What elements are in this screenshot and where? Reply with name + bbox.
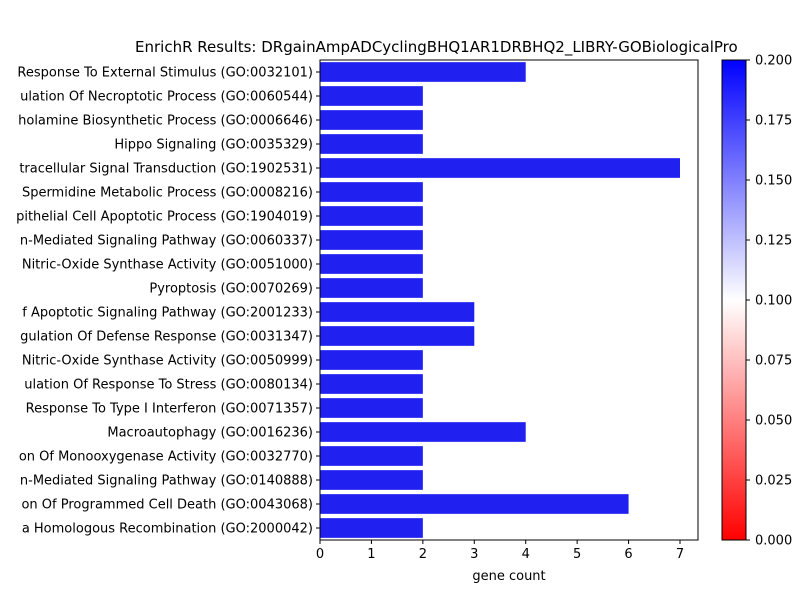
bar bbox=[320, 422, 526, 442]
x-axis-ticks-group: 0 1 2 3 4 5 6 7 bbox=[316, 540, 684, 562]
plot-frame bbox=[319, 59, 699, 541]
colorbar-ticks-group: 0.000 0.025 0.050 0.075 0.100 0.125 0.150 0.175… bbox=[746, 54, 792, 549]
colorbar-tick-label: 0.025 bbox=[755, 474, 792, 489]
chart-title: EnrichR Results: DRgainAmpADCyclingBHQ1A… bbox=[135, 38, 738, 57]
category-label: Nitric-Oxide Synthase Activity (GO:00509… bbox=[22, 354, 313, 369]
category-label: ulation Of Response To Stress (GO:008013… bbox=[24, 378, 313, 393]
colorbar-tick-label: 0.150 bbox=[755, 174, 792, 189]
bar bbox=[320, 446, 423, 466]
category-label: f Apoptotic Signaling Pathway (GO:200123… bbox=[22, 306, 313, 321]
category-label: pithelial Cell Apoptotic Process (GO:190… bbox=[16, 210, 313, 225]
x-tick-label: 5 bbox=[573, 547, 581, 562]
x-tick-label: 3 bbox=[470, 547, 478, 562]
category-label: holamine Biosynthetic Process (GO:000664… bbox=[18, 114, 313, 129]
category-label: Response To Type I Interferon (GO:007135… bbox=[26, 402, 313, 417]
bar bbox=[320, 326, 475, 346]
bar bbox=[320, 134, 423, 154]
bars-group bbox=[320, 62, 680, 538]
colorbar-tick-label: 0.100 bbox=[755, 294, 792, 309]
category-label: on Of Monooxygenase Activity (GO:0032770… bbox=[19, 450, 313, 465]
bar bbox=[320, 230, 423, 250]
bar bbox=[320, 206, 423, 226]
colorbar-tick-label: 0.175 bbox=[755, 114, 792, 129]
category-label: gulation Of Defense Response (GO:0031347… bbox=[20, 330, 313, 345]
bar bbox=[320, 470, 423, 490]
bar bbox=[320, 254, 423, 274]
category-label: ulation Of Necroptotic Process (GO:00605… bbox=[20, 90, 313, 105]
x-tick-label: 4 bbox=[522, 547, 530, 562]
bar bbox=[320, 278, 423, 298]
bar bbox=[320, 182, 423, 202]
category-labels-group: Response To External Stimulus (GO:003210… bbox=[16, 66, 320, 537]
category-label: tracellular Signal Transduction (GO:1902… bbox=[19, 162, 313, 177]
category-label: Pyroptosis (GO:0070269) bbox=[149, 282, 313, 297]
x-tick-label: 1 bbox=[367, 547, 375, 562]
bar bbox=[320, 62, 526, 82]
category-label: Nitric-Oxide Synthase Activity (GO:00510… bbox=[22, 258, 313, 273]
category-label: Hippo Signaling (GO:0035329) bbox=[114, 138, 313, 153]
bar bbox=[320, 302, 475, 322]
category-label: n-Mediated Signaling Pathway (GO:0060337… bbox=[20, 234, 313, 249]
bar bbox=[320, 350, 423, 370]
x-tick-label: 7 bbox=[676, 547, 684, 562]
bar bbox=[320, 494, 629, 514]
category-label: a Homologous Recombination (GO:2000042) bbox=[22, 522, 313, 537]
x-tick-label: 0 bbox=[316, 547, 324, 562]
category-label: Macroautophagy (GO:0016236) bbox=[107, 426, 313, 441]
colorbar-tick-label: 0.075 bbox=[755, 354, 792, 369]
colorbar-tick-label: 0.000 bbox=[755, 534, 792, 549]
category-label: n-Mediated Signaling Pathway (GO:0140888… bbox=[20, 474, 313, 489]
bar bbox=[320, 518, 423, 538]
category-label: on Of Programmed Cell Death (GO:0043068) bbox=[21, 498, 313, 513]
x-tick-label: 6 bbox=[624, 547, 632, 562]
colorbar-tick-label: 0.200 bbox=[755, 54, 792, 69]
colorbar bbox=[721, 59, 747, 541]
bar bbox=[320, 398, 423, 418]
category-label: Response To External Stimulus (GO:003210… bbox=[17, 66, 313, 81]
category-label: Spermidine Metabolic Process (GO:0008216… bbox=[22, 186, 313, 201]
bar bbox=[320, 86, 423, 106]
bar bbox=[320, 158, 680, 178]
bar bbox=[320, 110, 423, 130]
colorbar-tick-label: 0.050 bbox=[755, 414, 792, 429]
x-tick-label: 2 bbox=[419, 547, 427, 562]
bar bbox=[320, 374, 423, 394]
x-axis-label: gene count bbox=[472, 569, 545, 584]
colorbar-tick-label: 0.125 bbox=[755, 234, 792, 249]
